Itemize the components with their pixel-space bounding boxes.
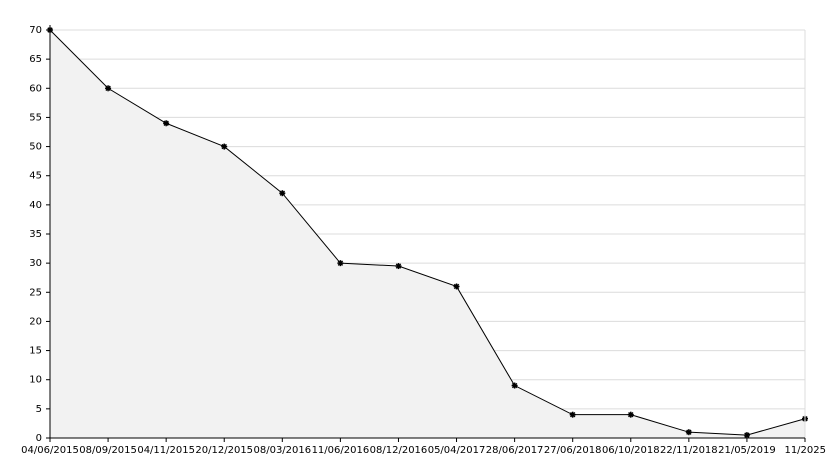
x-tick-label: 21/05/2019 [718, 445, 776, 456]
marker [163, 120, 170, 127]
y-tick-label: 45 [29, 171, 42, 182]
x-tick-label: 04/11/2015 [137, 445, 195, 456]
marker [743, 432, 750, 439]
y-tick-label: 0 [36, 433, 42, 444]
marker [337, 260, 344, 267]
y-tick-label: 50 [29, 142, 42, 153]
marker [221, 143, 228, 150]
marker [569, 411, 576, 418]
x-tick-label: 08/09/2015 [79, 445, 137, 456]
x-tick-label: 27/06/2018 [544, 445, 602, 456]
area [50, 30, 805, 438]
x-tick-label: 08/12/2016 [370, 445, 428, 456]
x-tick-label: 11/06/2016 [312, 445, 370, 456]
marker [627, 411, 634, 418]
y-tick-label: 65 [29, 54, 42, 65]
y-tick-label: 70 [29, 25, 42, 36]
y-tick-label: 60 [29, 83, 42, 94]
marker [395, 263, 402, 270]
marker [105, 85, 112, 92]
marker [685, 429, 692, 436]
x-tick-label: 11/2025 [784, 445, 826, 456]
y-tick-label: 35 [29, 229, 42, 240]
y-tick-label: 15 [29, 346, 42, 357]
y-tick-label: 5 [36, 404, 42, 415]
y-tick-label: 20 [29, 316, 42, 327]
y-tick-label: 40 [29, 200, 42, 211]
x-tick-label: 22/11/2018 [660, 445, 718, 456]
line [49, 29, 806, 436]
x-tick-label: 08/03/2016 [253, 445, 311, 456]
marker [511, 382, 518, 389]
x-tick-label: 04/06/2015 [21, 445, 79, 456]
marker [279, 190, 286, 197]
y-tick-label: 10 [29, 375, 42, 386]
y-tick-label: 55 [29, 112, 42, 123]
x-tick-label: 28/06/2017 [486, 445, 544, 456]
y-tick-label: 25 [29, 287, 42, 298]
x-tick-label: 05/04/2017 [428, 445, 486, 456]
marker [453, 283, 460, 290]
y-tick-label: 30 [29, 258, 42, 269]
x-tick-label: 20/12/2015 [195, 445, 253, 456]
x-tick-label: 06/10/2018 [602, 445, 660, 456]
